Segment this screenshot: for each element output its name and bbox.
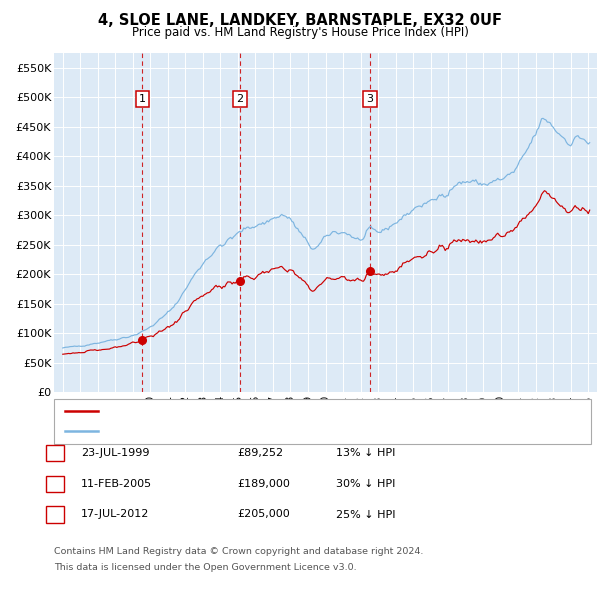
Text: This data is licensed under the Open Government Licence v3.0.: This data is licensed under the Open Gov… — [54, 563, 356, 572]
Text: £205,000: £205,000 — [237, 510, 290, 519]
Text: Contains HM Land Registry data © Crown copyright and database right 2024.: Contains HM Land Registry data © Crown c… — [54, 547, 424, 556]
Text: 2: 2 — [236, 94, 244, 104]
Text: 2: 2 — [51, 479, 58, 489]
Text: 1: 1 — [51, 448, 58, 458]
Text: 4, SLOE LANE, LANDKEY, BARNSTAPLE, EX32 0UF (detached house): 4, SLOE LANE, LANDKEY, BARNSTAPLE, EX32 … — [105, 407, 475, 417]
Text: 13% ↓ HPI: 13% ↓ HPI — [336, 448, 395, 458]
Text: £189,000: £189,000 — [237, 479, 290, 489]
Text: 3: 3 — [367, 94, 373, 104]
Text: 30% ↓ HPI: 30% ↓ HPI — [336, 479, 395, 489]
Text: 23-JUL-1999: 23-JUL-1999 — [81, 448, 149, 458]
Text: 1: 1 — [139, 94, 146, 104]
Text: Price paid vs. HM Land Registry's House Price Index (HPI): Price paid vs. HM Land Registry's House … — [131, 26, 469, 39]
Text: 11-FEB-2005: 11-FEB-2005 — [81, 479, 152, 489]
Text: 4, SLOE LANE, LANDKEY, BARNSTAPLE, EX32 0UF: 4, SLOE LANE, LANDKEY, BARNSTAPLE, EX32 … — [98, 13, 502, 28]
Text: 3: 3 — [51, 510, 58, 519]
Text: £89,252: £89,252 — [237, 448, 283, 458]
Text: 17-JUL-2012: 17-JUL-2012 — [81, 510, 149, 519]
Text: 25% ↓ HPI: 25% ↓ HPI — [336, 510, 395, 519]
Text: HPI: Average price, detached house, North Devon: HPI: Average price, detached house, Nort… — [105, 426, 377, 436]
